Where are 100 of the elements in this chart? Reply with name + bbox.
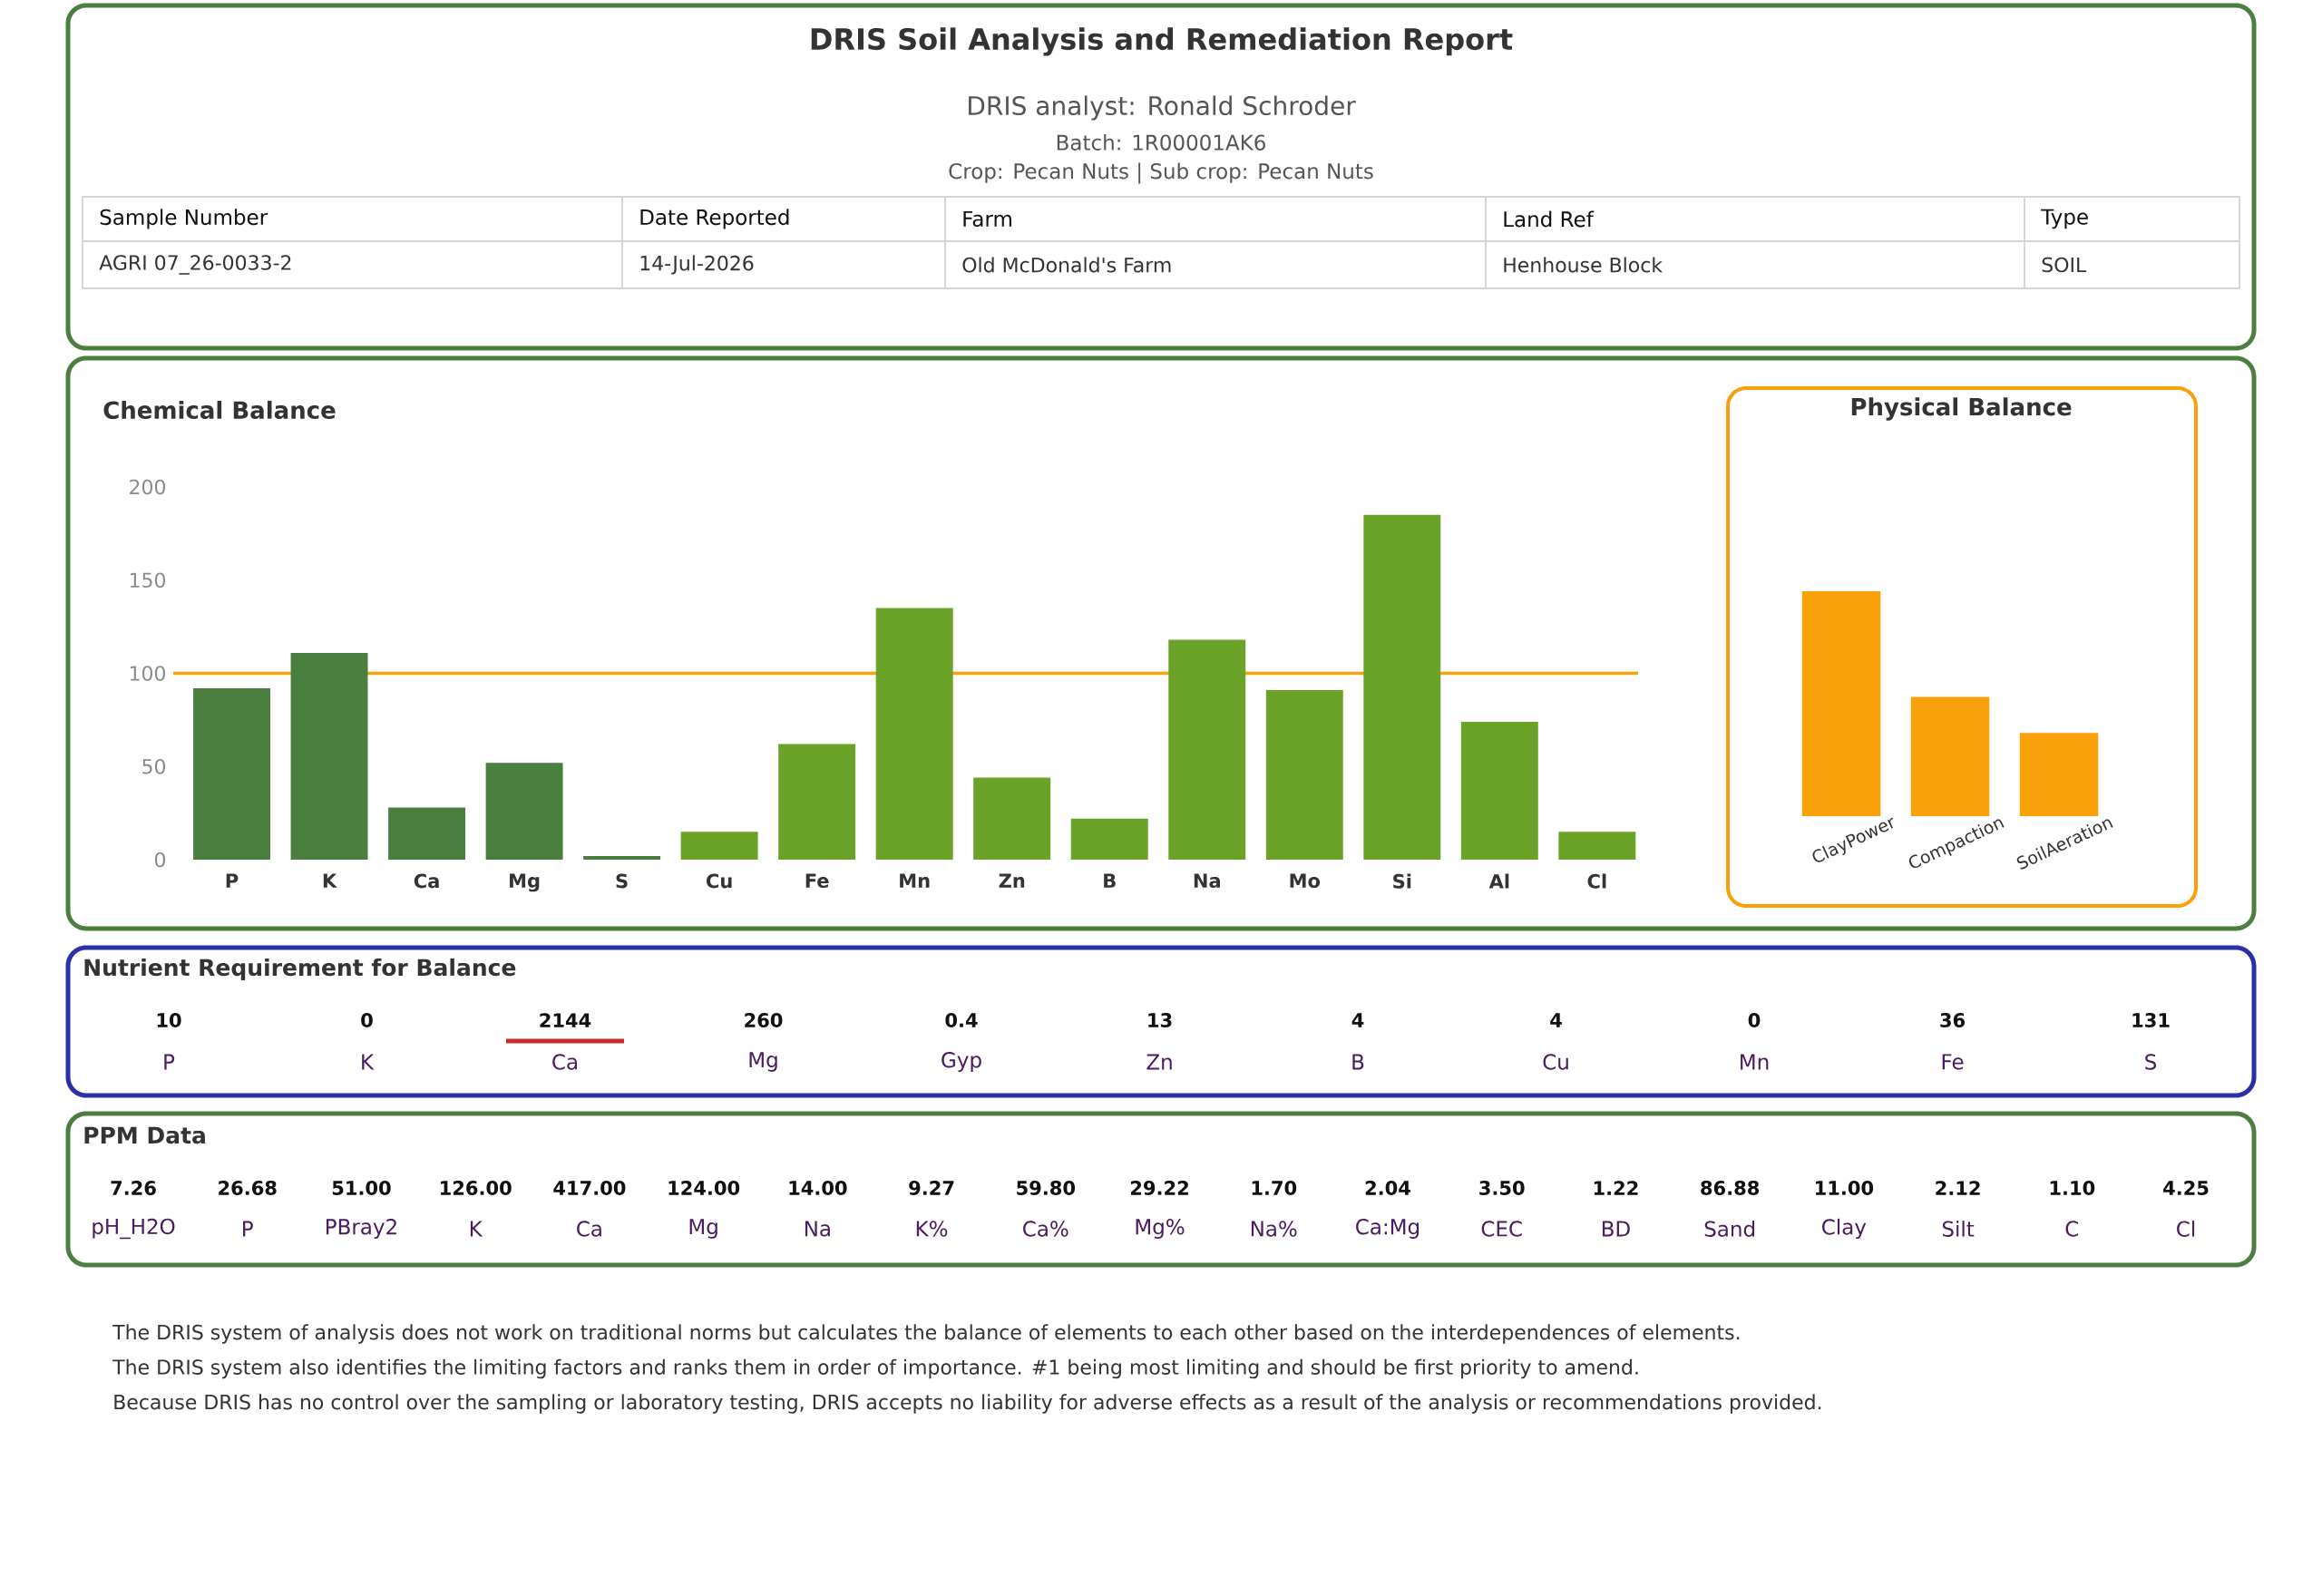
y-tick-label: 50 <box>142 758 166 774</box>
bar <box>1168 639 1246 860</box>
text: 2.04 <box>1365 1181 1410 1195</box>
bar <box>583 855 661 860</box>
category-label: Fe <box>1942 1054 1964 1070</box>
text: 11.00 <box>1816 1181 1874 1195</box>
x-tick-label: P <box>226 873 239 888</box>
bar <box>1460 721 1538 860</box>
data-label: 4 <box>1550 1013 1562 1027</box>
text: 4.25 <box>2163 1181 2209 1195</box>
category-label: Sand <box>1704 1221 1754 1237</box>
text: 86.88 <box>1701 1181 1760 1195</box>
data-label: 0.4 <box>945 1013 978 1027</box>
text: 14.00 <box>789 1181 847 1195</box>
text: 59.80 <box>1017 1181 1076 1195</box>
text: 3.50 <box>1479 1181 1525 1195</box>
text: 2.12 <box>1936 1181 1980 1195</box>
data-label: 2144 <box>540 1013 591 1027</box>
category-label: K% <box>916 1221 948 1237</box>
category-label: Zn <box>1146 1054 1172 1070</box>
category-label: BD <box>1602 1221 1630 1237</box>
bar <box>1558 832 1636 860</box>
category-label: Ca% <box>1023 1221 1068 1237</box>
text: 126.00 <box>441 1181 512 1195</box>
text: SOIL <box>2042 257 2087 273</box>
text: DRIS Soil Analysis and Remediation Report <box>811 27 1513 56</box>
text: Because DRIS has no control over the sampling or laboratory testing, DRIS accepts no liability for adverse effects as a result of the analysis or recommendations provided. <box>114 1394 1821 1414</box>
category-label: K <box>362 1054 375 1070</box>
y-tick-label: 0 <box>154 852 166 868</box>
category-label: Cl <box>2177 1221 2195 1237</box>
bar <box>388 807 466 860</box>
x-tick-label: Fe <box>805 873 829 889</box>
category-label: B <box>1352 1054 1364 1070</box>
x-tick-label: K <box>323 873 337 888</box>
x-tick-label: Mo <box>1290 873 1321 889</box>
category-label: Na% <box>1251 1221 1297 1237</box>
data-label: 13 <box>1148 1013 1172 1027</box>
category-label: P <box>243 1221 253 1237</box>
y-tick-label: 150 <box>130 572 165 589</box>
x-tick-label: Mn <box>900 873 930 888</box>
data-label: 4 <box>1351 1013 1364 1027</box>
text: Batch: 1R00001AK6 <box>1057 134 1265 151</box>
category-label: Cu <box>1543 1054 1568 1070</box>
category-label: Ca:Mg <box>1356 1219 1420 1239</box>
text: 51.00 <box>332 1181 391 1195</box>
category-label: Silt <box>1942 1221 1975 1237</box>
bar <box>290 652 368 860</box>
category-label: Date Reported <box>640 209 789 229</box>
y-tick-label: 200 <box>130 479 165 495</box>
data-label: 0 <box>361 1013 373 1027</box>
bar <box>680 832 758 860</box>
text: 124.00 <box>668 1181 740 1195</box>
text: AGRI 07_26-0033-2 <box>99 255 291 275</box>
y-tick-label: 100 <box>130 666 165 681</box>
category-label: C <box>2065 1221 2079 1237</box>
category-label: pH_H2O <box>93 1218 175 1240</box>
bar <box>875 608 953 860</box>
x-tick-label: Mg <box>510 873 540 892</box>
text: 1.10 <box>2050 1181 2095 1195</box>
text: Henhouse Block <box>1504 257 1663 273</box>
category-label: Mg <box>749 1052 777 1072</box>
bar <box>1070 818 1148 860</box>
category-label: Type <box>2041 209 2088 229</box>
category-label: Clay <box>1822 1218 1867 1240</box>
text: 1.70 <box>1252 1181 1297 1195</box>
category-label: P <box>164 1054 175 1070</box>
text: 14-Jul-2026 <box>640 255 754 275</box>
text: PPM Data <box>84 1126 205 1144</box>
category-label: Ca <box>577 1221 601 1237</box>
category-label: PBray2 <box>326 1219 396 1239</box>
data-label: 36 <box>1940 1013 1966 1027</box>
text: Nutrient Requirement for Balance <box>84 958 516 981</box>
category-label: Na <box>805 1221 830 1237</box>
category-label: K <box>470 1221 483 1237</box>
bar <box>485 763 563 860</box>
text: 417.00 <box>553 1181 626 1195</box>
x-tick-label: Al <box>1488 873 1509 889</box>
category-label: S <box>2145 1054 2157 1070</box>
x-tick-label: Cl <box>1587 873 1606 889</box>
category-label: Mg% <box>1136 1219 1185 1239</box>
text: Crop: Pecan Nuts | Sub crop: Pecan Nuts <box>949 162 1373 184</box>
text: DRIS analyst: Ronald Schroder <box>969 95 1356 121</box>
category-label: Mn <box>1741 1054 1769 1070</box>
bar <box>1265 689 1343 860</box>
data-label: 10 <box>157 1013 181 1027</box>
bar <box>778 744 856 860</box>
x-tick-label: Ca <box>414 873 439 889</box>
text: 29.22 <box>1130 1181 1188 1195</box>
bar <box>1363 514 1441 860</box>
chart-title: Physical Balance <box>1851 397 2072 421</box>
category-label: Gyp <box>941 1052 981 1072</box>
category-label: Farm <box>963 210 1011 228</box>
bar <box>193 687 270 860</box>
data-label: 131 <box>2132 1013 2170 1027</box>
category-label: Sample Number <box>100 209 268 229</box>
x-tick-label: S <box>616 873 628 889</box>
category-label: Land Ref <box>1504 210 1595 228</box>
bar <box>973 777 1051 860</box>
text: 9.27 <box>909 1181 954 1195</box>
x-tick-label: Zn <box>999 873 1025 888</box>
